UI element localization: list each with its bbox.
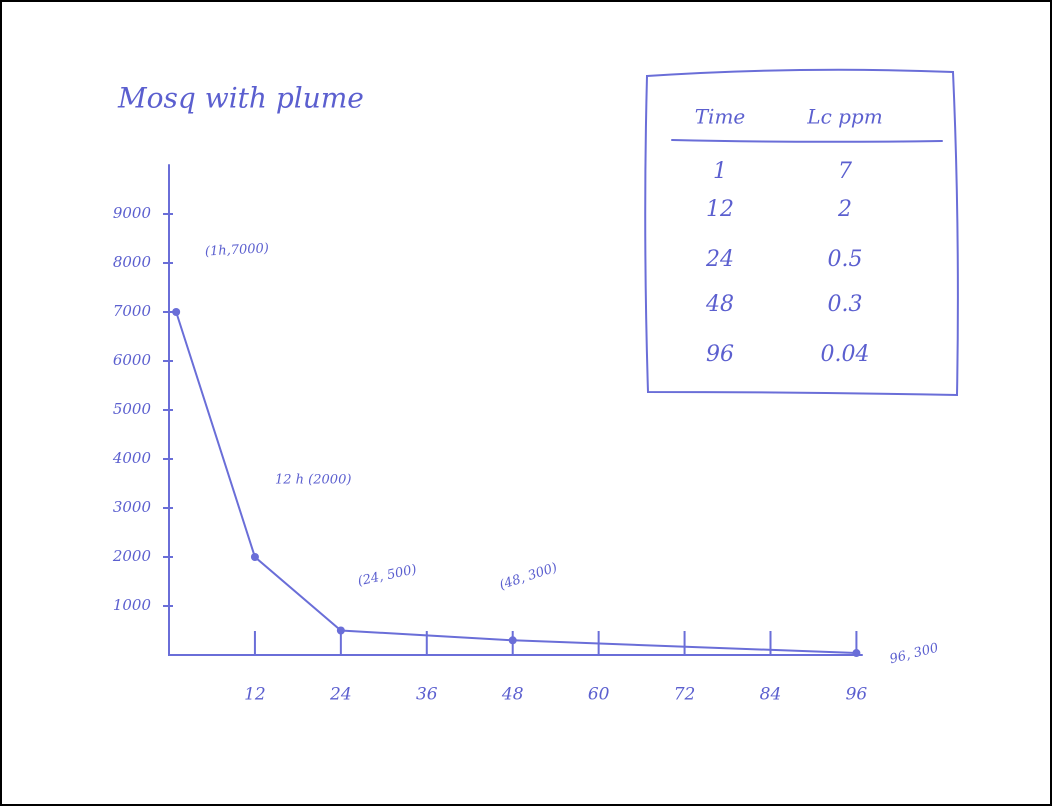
y-tick-label: 7000 <box>113 302 152 320</box>
y-tick-label: 4000 <box>112 449 152 467</box>
data-point <box>172 308 180 316</box>
table-header: Time <box>695 105 746 129</box>
y-tick-label: 3000 <box>113 498 152 516</box>
frame <box>1 1 1051 805</box>
data-point <box>509 636 517 644</box>
table-cell: 96 <box>706 342 734 367</box>
x-tick-label: 84 <box>760 685 782 705</box>
annotation: 12 h (2000) <box>275 473 351 488</box>
x-tick-label: 96 <box>846 685 868 705</box>
x-tick-label: 48 <box>501 685 524 705</box>
table-cell: 0.3 <box>828 292 863 317</box>
y-tick-label: 2000 <box>112 547 152 565</box>
table-cell: 48 <box>705 292 734 317</box>
table-header: Lc ppm <box>806 105 882 129</box>
table-cell: 7 <box>838 159 852 184</box>
table-cell: 0.5 <box>828 247 863 272</box>
table-cell: 24 <box>705 247 734 272</box>
x-tick-label: 36 <box>416 685 438 705</box>
y-tick-label: 9000 <box>113 204 152 222</box>
y-tick-label: 6000 <box>113 351 152 369</box>
chart-title: Mosq with plume <box>117 82 364 115</box>
table-cell: 0.04 <box>821 342 870 367</box>
y-tick-label: 5000 <box>113 400 152 418</box>
data-point <box>251 553 259 561</box>
table-cell: 12 <box>706 197 734 222</box>
y-tick-label: 8000 <box>113 253 152 271</box>
x-tick-label: 24 <box>329 685 352 705</box>
data-point <box>337 627 345 635</box>
x-tick-label: 12 <box>244 685 266 705</box>
x-tick-label: 60 <box>588 685 610 705</box>
table-cell: 1 <box>713 159 727 184</box>
x-tick-label: 72 <box>674 685 696 705</box>
table-cell: 2 <box>837 197 852 222</box>
data-point <box>852 649 860 657</box>
page: Mosq with plume 1000 2000 3000 4000 5000 6000… <box>0 0 1052 806</box>
y-tick-label: 1000 <box>113 596 152 614</box>
